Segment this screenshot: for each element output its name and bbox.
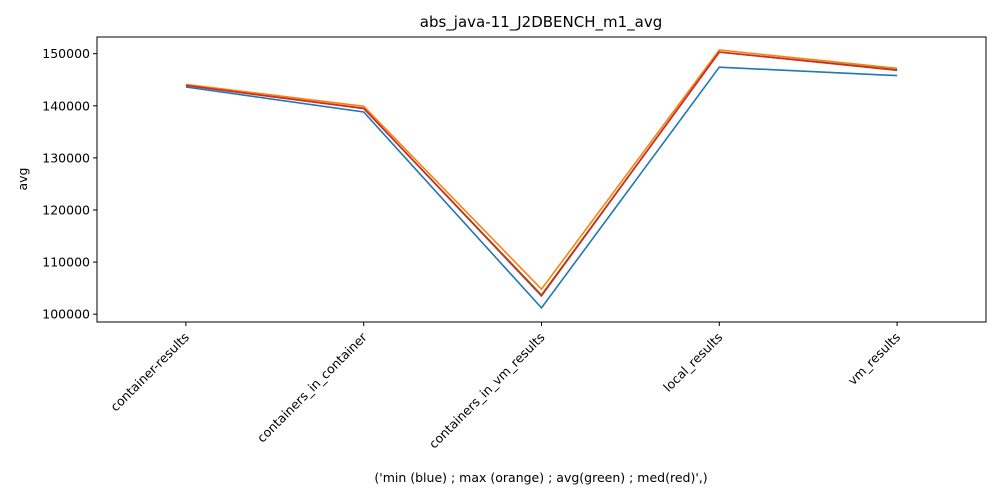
y-tick-label-140000: 140000 [42,98,90,113]
y-axis-label: avg [15,168,30,191]
y-tick-label-110000: 110000 [42,255,90,270]
series-line-3 [185,51,898,298]
y-tick-label-150000: 150000 [42,46,90,61]
chart-title: abs_java-11_J2DBENCH_m1_avg [420,13,662,32]
y-tick-label-120000: 120000 [42,202,90,217]
x-tick-label-1: containers_in_container [254,329,370,445]
x-tick-label-3: local_results [660,330,725,395]
y-tick-label-100000: 100000 [42,307,90,322]
x-axis-label: ('min (blue) ; max (orange) ; avg(green)… [374,470,707,485]
y-tick-label-130000: 130000 [42,150,90,165]
series-line-2 [185,51,898,297]
x-tick-label-0: container-results [107,330,192,415]
series-line-0 [185,66,898,310]
x-tick-label-4: vm_results [845,330,903,388]
plot-area: 100000 110000 120000 130000 140000 150000 cont… [42,36,987,452]
plot-frame [96,36,987,323]
x-tick-label-2: containers_in_vm_results [426,330,548,452]
series-line-1 [185,49,898,291]
